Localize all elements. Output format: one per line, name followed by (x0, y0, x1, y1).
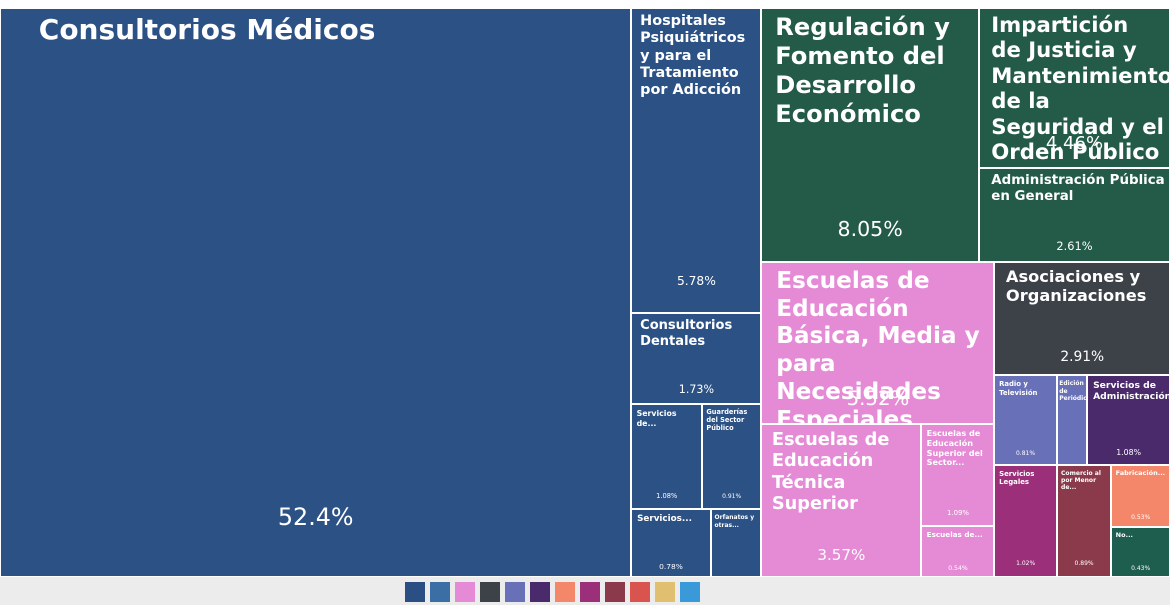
tile-label: Guarderías del Sector Público (706, 408, 748, 433)
tile-value: 1.08% (656, 492, 678, 501)
icon[interactable] (405, 582, 425, 602)
tile-label: Servicios de Administración... (1093, 380, 1170, 403)
icon[interactable] (605, 582, 625, 602)
tile-value: 8.05% (837, 216, 903, 241)
tile-value: 1.08% (1116, 447, 1141, 457)
tile-value: 4.46% (1045, 133, 1104, 155)
tile: Escuelas de Educación Superior del Secto… (921, 424, 995, 527)
tile-value: 0.89% (1074, 560, 1094, 568)
tile: Edición de Periódicos... (1056, 375, 1088, 465)
icon[interactable] (555, 582, 575, 602)
tile-value: 52.4% (277, 502, 354, 531)
icon[interactable] (580, 582, 600, 602)
tile-label: Administración Pública en General (991, 173, 1165, 205)
tile-label: Servicios... (637, 514, 692, 525)
tile-label: Escuelas de... (926, 530, 983, 540)
tile-label: Radio y Televisión (999, 380, 1038, 397)
icon[interactable] (480, 582, 500, 602)
tile-value: 2.91% (1060, 349, 1105, 366)
icon[interactable] (655, 582, 675, 602)
icon[interactable] (630, 582, 650, 602)
tile-label: Servicios de... (636, 409, 677, 428)
tile: Servicios... 0.78% (631, 509, 711, 577)
icon[interactable] (530, 582, 550, 602)
tile: No... 0.43% (1111, 526, 1170, 577)
tile-label: Consultorios Dentales (640, 318, 733, 349)
tile: Asociaciones y Organizaciones 2.91% (994, 261, 1170, 376)
icon[interactable] (505, 582, 525, 602)
tile-value: 1.02% (1016, 560, 1036, 568)
tile: Servicios Legales 1.02% (994, 464, 1057, 577)
tile-value: 0.43% (1131, 565, 1151, 573)
tile-label: Escuelas de Educación Técnica Superior (771, 429, 890, 515)
tile-label: Fabricación... (1115, 468, 1166, 477)
tile-label: Edición de Periódicos... (1059, 380, 1087, 402)
tile: Escuelas de Educación Básica, Media y pa… (761, 261, 995, 425)
tile: Consultorios Médicos 52.4% (0, 8, 632, 577)
tile: Consultorios Dentales 1.73% (631, 313, 762, 405)
tile: Impartición de Justicia y Mantenimiento … (978, 8, 1170, 169)
tile: Radio y Televisión 0.81% (994, 375, 1057, 465)
tile-value: 0.91% (722, 493, 742, 501)
tile-label: Servicios Legales (999, 469, 1035, 487)
tile-value: 1.09% (947, 509, 969, 518)
tile-value: 1.73% (678, 383, 714, 397)
tile-value: 0.54% (948, 565, 968, 573)
tile: Fabricación... 0.53% (1111, 464, 1170, 527)
tile-value: 5.52% (846, 387, 910, 411)
tile-value: 2.61% (1056, 239, 1093, 254)
tile-label: Escuelas de Educación Superior del Secto… (926, 428, 983, 468)
tile-label: No... (1115, 530, 1134, 539)
tile-label: Asociaciones y Organizaciones (1005, 266, 1147, 306)
tile-label: Comercio al por Menor de... (1061, 469, 1101, 492)
tile-value: 0.81% (1015, 449, 1036, 457)
tile: Regulación y Fomento del Desarrollo Econ… (761, 8, 979, 262)
tile-label: Escuelas de Educación Básica, Media y pa… (776, 266, 980, 425)
tile: Servicios de Administración... 1.08% (1087, 375, 1170, 465)
tile-label: Orfanatos y otras... (714, 514, 755, 529)
tile: Guarderías del Sector Público 0.91% (701, 404, 762, 510)
tile-label: Consultorios Médicos (38, 13, 376, 46)
tile: Escuelas de Educación Técnica Superior 3.… (761, 424, 922, 577)
tile-value: 5.78% (676, 273, 716, 288)
icon[interactable] (430, 582, 450, 602)
tile: Servicios de... 1.08% (631, 404, 702, 510)
tile: Orfanatos y otras... (710, 509, 762, 577)
tile: Hospitales Psiquiátricos y para el Trata… (631, 8, 762, 314)
category-icon-bar (0, 577, 1170, 605)
tile-label: Regulación y Fomento del Desarrollo Econ… (775, 13, 950, 128)
tile: Escuelas de... 0.54% (921, 526, 995, 577)
tile-label: Impartición de Justicia y Mantenimiento … (991, 13, 1170, 166)
tile: Administración Pública en General 2.61% (978, 168, 1170, 262)
icon[interactable] (455, 582, 475, 602)
icon[interactable] (680, 582, 700, 602)
tile-value: 0.53% (1131, 513, 1151, 521)
tile: Comercio al por Menor de... 0.89% (1056, 464, 1112, 577)
tile-label: Hospitales Psiquiátricos y para el Trata… (640, 13, 746, 99)
tile-value: 0.78% (659, 561, 683, 571)
tile-value: 3.57% (817, 545, 866, 564)
treemap: Consultorios Médicos 52.4% Hospitales Psiq… (0, 8, 1170, 577)
